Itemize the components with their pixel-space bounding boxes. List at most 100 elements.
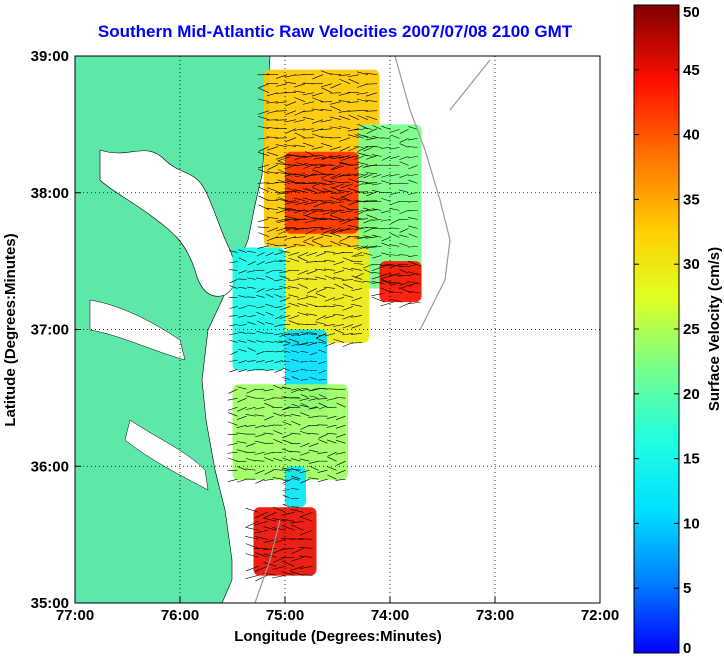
velocity-vector [338, 115, 351, 120]
velocity-vector [309, 376, 318, 380]
velocity-vector [330, 209, 342, 215]
velocity-vector [282, 457, 292, 462]
velocity-vector [309, 442, 319, 447]
velocity-vector [279, 315, 291, 320]
velocity-vector [293, 197, 306, 201]
velocity-vector [302, 92, 315, 96]
velocity-vector [357, 123, 369, 129]
velocity-vector [353, 228, 364, 231]
velocity-vector [363, 264, 373, 269]
velocity-vector [313, 227, 327, 230]
velocity-vector [330, 240, 342, 246]
velocity-vector [272, 574, 286, 579]
velocity-vector [295, 189, 309, 194]
velocity-vector [286, 187, 300, 194]
velocity-vector [312, 236, 324, 241]
velocity-vector [390, 282, 400, 287]
velocity-vector [300, 412, 310, 417]
velocity-vector [320, 128, 333, 131]
velocity-vector [408, 126, 418, 130]
velocity-vector [326, 415, 337, 419]
velocity-vector [407, 271, 421, 276]
velocity-vector [237, 406, 247, 412]
velocity-vector [317, 451, 328, 454]
velocity-vector [354, 183, 364, 188]
velocity-vector [245, 553, 259, 558]
velocity-vector [282, 433, 292, 439]
velocity-vector [265, 252, 274, 257]
velocity-vector [254, 520, 268, 526]
velocity-vector [285, 110, 297, 116]
velocity-vector [266, 171, 279, 174]
velocity-vector [254, 536, 268, 540]
velocity-vector [299, 397, 310, 401]
velocity-vector [380, 219, 391, 222]
velocity-vector [236, 432, 247, 435]
velocity-vector [229, 261, 238, 264]
velocity-vector [282, 503, 291, 508]
velocity-vector [398, 274, 412, 277]
velocity-vector [265, 275, 274, 280]
velocity-vector [398, 265, 412, 268]
velocity-vector [295, 155, 309, 158]
velocity-vector [407, 156, 418, 159]
velocity-vector [237, 397, 247, 403]
velocity-vector [354, 156, 364, 160]
velocity-vector [381, 180, 391, 184]
velocity-vector [284, 144, 297, 147]
velocity-vector [381, 242, 391, 247]
velocity-vector [281, 518, 295, 522]
velocity-vector [284, 91, 297, 93]
velocity-vector [288, 279, 300, 282]
velocity-vector [333, 261, 345, 266]
velocity-vector [390, 233, 400, 238]
velocity-vector [266, 101, 279, 104]
velocity-vector [282, 478, 292, 484]
velocity-vector [257, 125, 270, 129]
velocity-vector [338, 100, 351, 102]
velocity-vector [326, 397, 337, 401]
velocity-vector [281, 386, 292, 390]
velocity-vector [288, 252, 300, 256]
velocity-vector [290, 458, 301, 462]
velocity-vector [297, 256, 309, 262]
velocity-vector [354, 133, 364, 139]
velocity-vector [238, 270, 247, 274]
velocity-vector [366, 115, 378, 120]
velocity-vector [317, 469, 328, 473]
velocity-vector [258, 87, 270, 93]
velocity-vector [300, 343, 309, 346]
velocity-vector [353, 200, 364, 202]
velocity-vector [290, 450, 301, 453]
velocity-vector [329, 215, 342, 219]
velocity-vector [317, 478, 328, 483]
velocity-vector [356, 236, 369, 240]
velocity-vector [304, 201, 318, 205]
velocity-vector [291, 376, 300, 380]
velocity-vector [303, 164, 315, 169]
velocity-vector [306, 288, 318, 294]
velocity-vector [313, 218, 327, 221]
velocity-vector [272, 517, 286, 522]
colorbar-tick-label: 0 [683, 640, 691, 657]
velocity-vector [245, 565, 259, 572]
velocity-vector [277, 160, 291, 167]
velocity-vector [300, 424, 310, 430]
velocity-vector [353, 237, 364, 239]
velocity-vector [389, 208, 400, 211]
velocity-vector [341, 196, 354, 202]
velocity-vector [245, 468, 256, 471]
velocity-vector [290, 565, 304, 571]
velocity-vector [284, 245, 297, 249]
velocity-vector [335, 478, 346, 481]
velocity-vector [339, 146, 351, 152]
velocity-vector [311, 146, 324, 150]
velocity-vector [264, 469, 274, 475]
velocity-vector [331, 156, 345, 160]
velocity-vector [365, 137, 378, 141]
velocity-vector [298, 538, 313, 540]
velocity-vector [229, 250, 238, 253]
velocity-vector [284, 119, 297, 123]
velocity-vector [256, 360, 265, 363]
velocity-vector [302, 188, 315, 192]
